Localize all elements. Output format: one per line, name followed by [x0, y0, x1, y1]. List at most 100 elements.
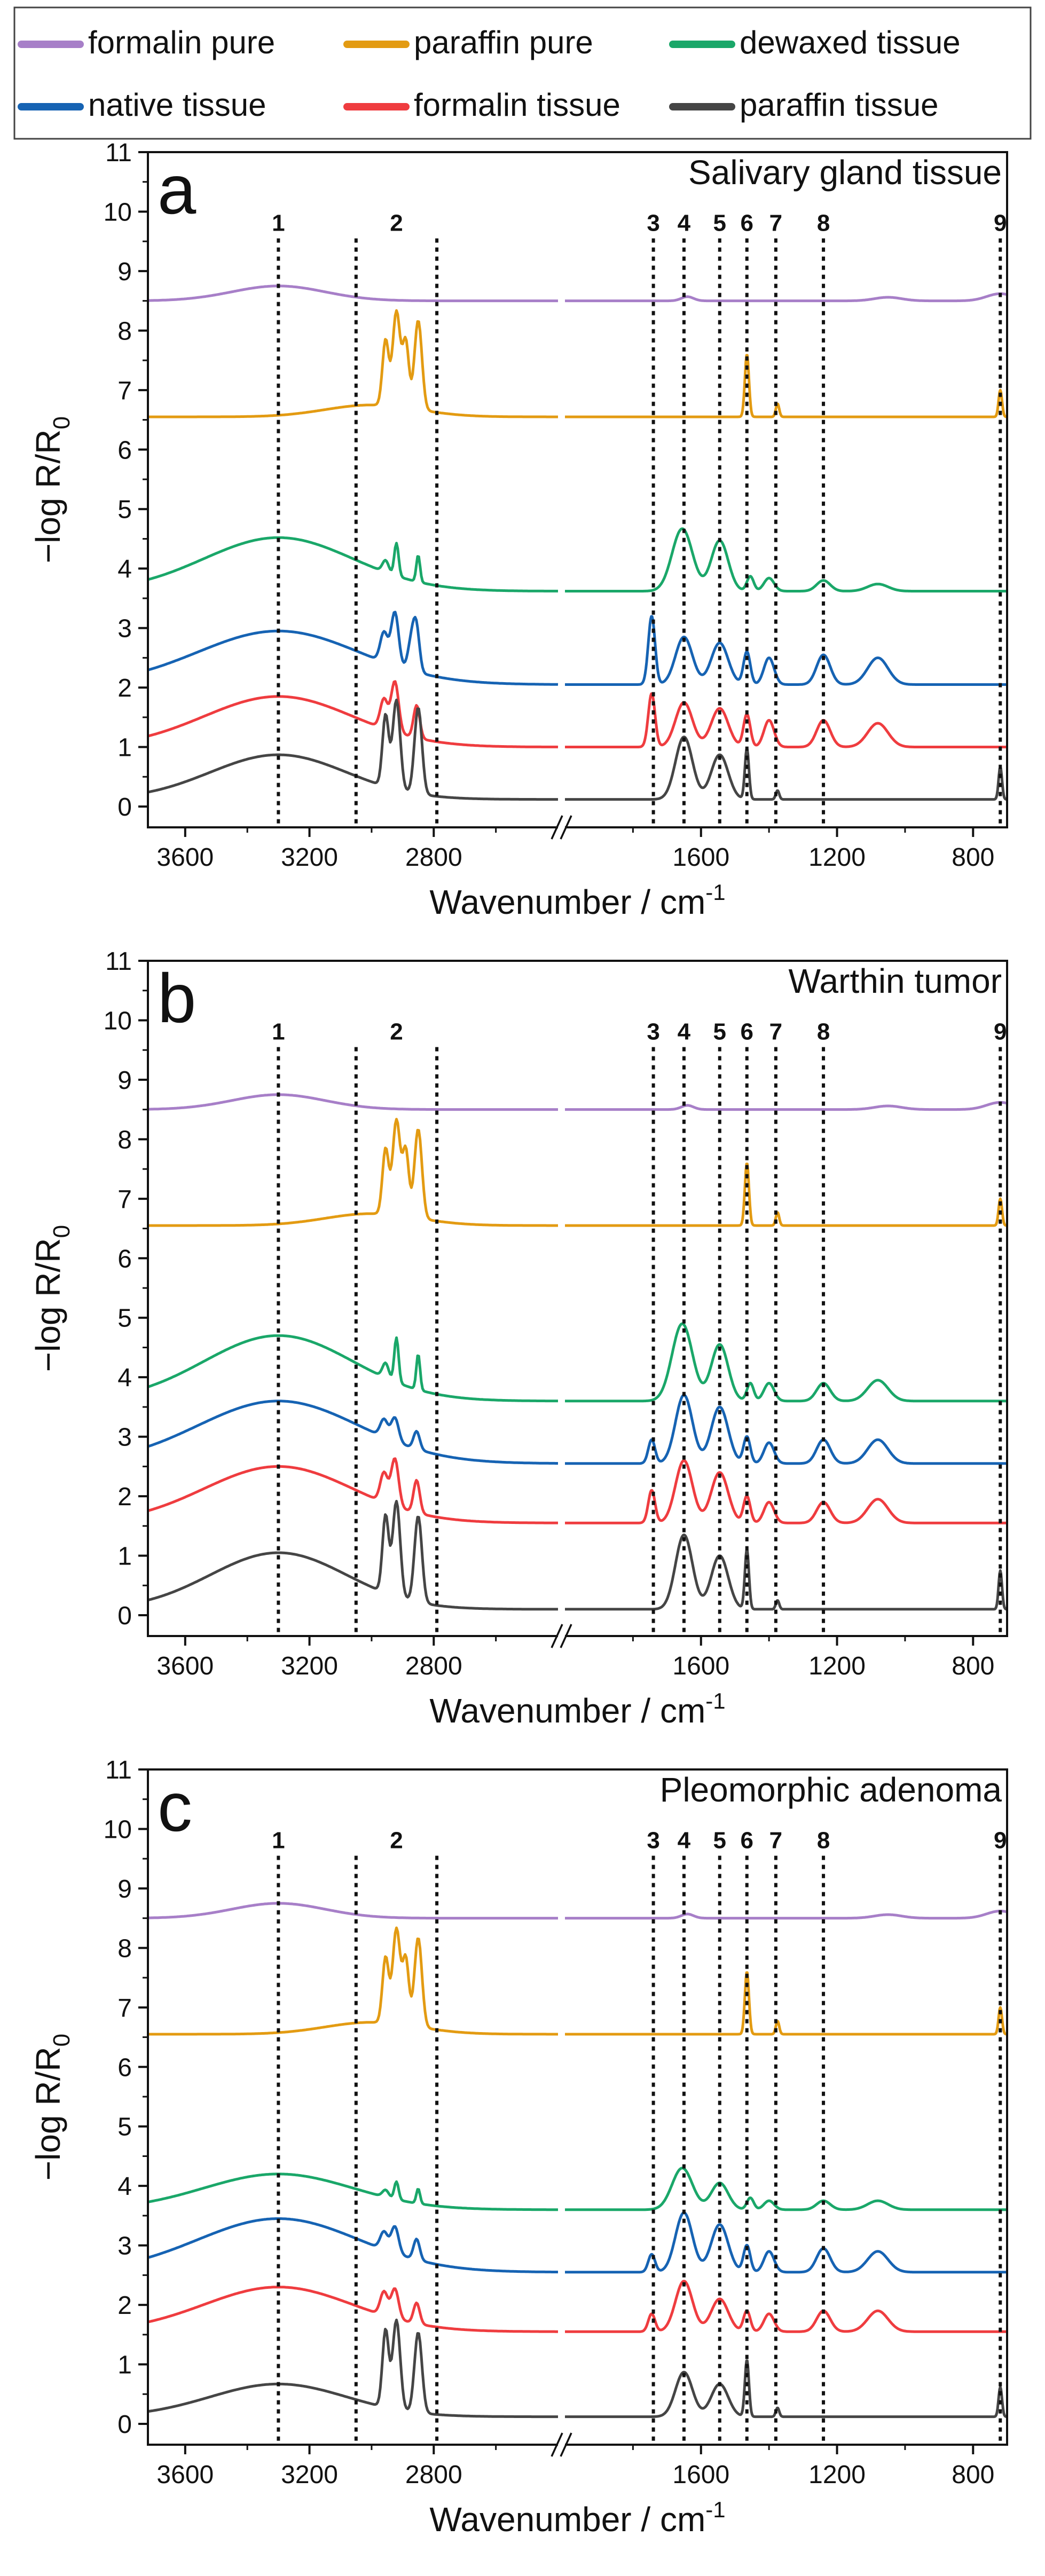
- y-tick-label: 7: [117, 1994, 132, 2022]
- band-marker-label: 1: [272, 210, 285, 236]
- y-axis-label-main: −log R/R: [29, 1238, 67, 1372]
- x-tick-label: 1200: [808, 1652, 866, 1680]
- series-line: [147, 611, 1008, 686]
- axis-break-gap: [558, 824, 565, 831]
- y-tick-label: 5: [117, 496, 132, 524]
- band-marker-label: 7: [769, 1019, 782, 1045]
- plot-frame: [147, 151, 1008, 828]
- x-axis-label-superscript: -1: [705, 880, 725, 905]
- band-marker-label: 8: [817, 210, 830, 236]
- series-line: [147, 2211, 1008, 2274]
- y-axis-label: −log R/R0: [29, 2034, 75, 2180]
- band-marker-label: 9: [994, 1019, 1007, 1045]
- x-tick-label: 2800: [405, 1652, 462, 1680]
- series-line: [147, 1118, 1008, 1227]
- legend: formalin pure paraffin pure dewaxed tissue…: [13, 6, 1032, 140]
- series-line: [147, 2167, 1008, 2211]
- band-marker-label: 6: [741, 210, 753, 236]
- y-tick-label: 11: [105, 139, 132, 167]
- y-tick-label: 9: [117, 1875, 132, 1903]
- x-tick-label: 3200: [281, 1652, 338, 1680]
- y-tick-label: 10: [104, 198, 132, 226]
- panel-letter: a: [158, 151, 197, 228]
- legend-label: dewaxed tissue: [740, 25, 961, 60]
- y-tick-label: 1: [117, 734, 132, 762]
- y-tick-label: 3: [117, 1424, 132, 1452]
- x-tick-label: 800: [952, 843, 994, 872]
- y-tick-label: 11: [105, 947, 132, 976]
- x-tick-label: 3200: [281, 2461, 338, 2489]
- legend-label: paraffin tissue: [740, 87, 938, 123]
- x-tick-label: 3600: [156, 2461, 214, 2489]
- x-tick-label: 1600: [672, 1652, 729, 1680]
- band-marker-label: 1: [272, 1019, 285, 1045]
- y-tick-label: 10: [104, 1815, 132, 1844]
- band-marker-label: 4: [678, 1828, 691, 1854]
- band-marker-label: 5: [713, 1019, 726, 1045]
- panel-title: Warthin tumor: [789, 962, 1002, 1000]
- band-marker-label: 6: [741, 1019, 753, 1045]
- band-marker-label: 7: [769, 1828, 782, 1854]
- y-axis-label: −log R/R0: [29, 416, 75, 563]
- panel-letter: c: [158, 1768, 192, 1846]
- x-axis-label: Wavenumber / cm-1: [429, 2497, 725, 2539]
- series-line: [147, 1093, 1008, 1111]
- y-tick-label: 2: [117, 1483, 132, 1511]
- y-tick-label: 6: [117, 1245, 132, 1273]
- x-tick-label: 2800: [405, 2461, 462, 2489]
- legend-label: formalin pure: [88, 25, 275, 60]
- x-tick-label: 3600: [156, 843, 214, 872]
- legend-frame: [13, 6, 1032, 140]
- x-axis-label-main: Wavenumber / cm: [429, 883, 705, 921]
- y-tick-label: 11: [105, 1756, 132, 1784]
- band-marker-label: 3: [647, 210, 659, 236]
- y-tick-label: 2: [117, 674, 132, 702]
- y-tick-label: 1: [117, 1543, 132, 1571]
- y-tick-label: 2: [117, 2291, 132, 2320]
- y-tick-label: 9: [117, 1066, 132, 1095]
- y-tick-label: 4: [117, 2172, 132, 2201]
- band-marker-label: 5: [713, 1828, 726, 1854]
- plot-frame: [147, 1768, 1008, 2446]
- y-tick-label: 5: [117, 1305, 132, 1333]
- y-tick-label: 1: [117, 2351, 132, 2380]
- band-marker-label: 3: [647, 1828, 659, 1854]
- y-axis-label-subscript: 0: [49, 2034, 75, 2046]
- y-tick-label: 0: [117, 793, 132, 821]
- x-tick-label: 1200: [808, 843, 866, 872]
- x-tick-label: 1200: [808, 2461, 866, 2489]
- panel-letter: b: [158, 959, 196, 1037]
- y-tick-label: 8: [117, 317, 132, 345]
- band-marker-label: 9: [994, 1828, 1007, 1854]
- y-tick-label: 0: [117, 2411, 132, 2439]
- band-marker-label: 4: [678, 1019, 691, 1045]
- x-axis-label-superscript: -1: [705, 2497, 725, 2522]
- x-tick-label: 3200: [281, 843, 338, 872]
- y-tick-label: 10: [104, 1007, 132, 1035]
- axis-break-mark: [560, 815, 572, 840]
- series-line: [147, 1322, 1008, 1403]
- band-marker-label: 3: [647, 1019, 659, 1045]
- legend-label: formalin tissue: [414, 87, 620, 123]
- y-tick-label: 3: [117, 615, 132, 643]
- y-tick-label: 4: [117, 555, 132, 583]
- x-axis-label-main: Wavenumber / cm: [429, 1692, 705, 1730]
- y-tick-label: 8: [117, 1126, 132, 1154]
- y-tick-label: 4: [117, 1364, 132, 1392]
- panel-title: Salivary gland tissue: [688, 153, 1002, 192]
- series-line: [147, 1902, 1008, 1920]
- x-tick-label: 1600: [672, 2461, 729, 2489]
- y-axis-label-main: −log R/R: [29, 429, 67, 563]
- x-axis-label-superscript: -1: [705, 1688, 725, 1713]
- series-line: [147, 285, 1008, 303]
- series-line: [147, 1457, 1008, 1524]
- y-axis-label-subscript: 0: [49, 1225, 75, 1238]
- series-line: [147, 1499, 1008, 1611]
- series-line: [147, 2280, 1008, 2333]
- band-marker-label: 4: [678, 210, 691, 236]
- series-line: [147, 1926, 1008, 2036]
